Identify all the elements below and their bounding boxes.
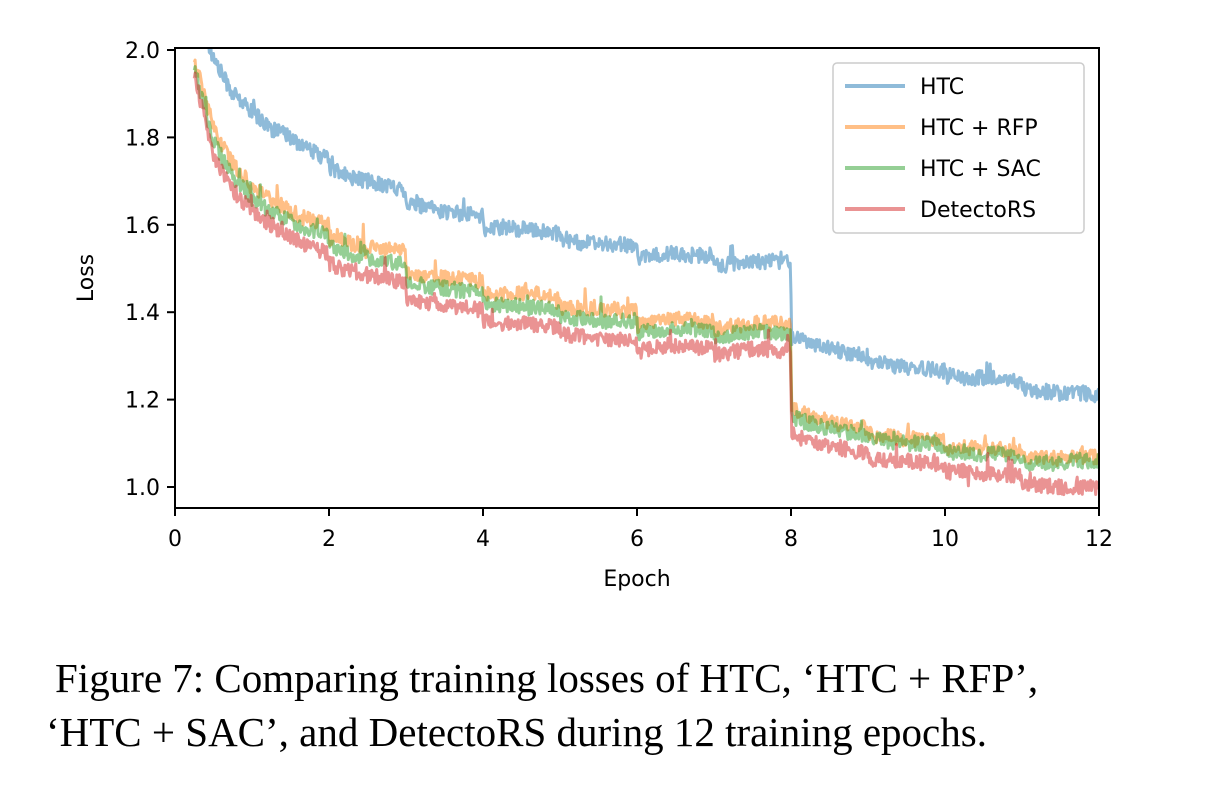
x-tick-label: 12 — [1085, 527, 1113, 552]
y-tick-label: 1.0 — [125, 476, 160, 501]
x-tick-label: 4 — [476, 527, 490, 552]
x-tick-label: 10 — [931, 527, 959, 552]
legend-label: HTC — [920, 75, 964, 100]
legend-box — [832, 62, 1085, 234]
x-axis-title: Epoch — [603, 567, 670, 592]
y-tick-label: 1.4 — [125, 301, 160, 326]
legend-label: DetectoRS — [920, 198, 1036, 223]
legend-label: HTC + SAC — [920, 157, 1041, 182]
y-tick-label: 1.6 — [125, 214, 160, 239]
series-line-3 — [192, 71, 1099, 497]
series-line-0 — [207, 48, 1099, 404]
series-lines — [192, 48, 1099, 497]
series-line-2 — [192, 65, 1099, 472]
x-tick-label: 6 — [630, 527, 644, 552]
caption-line-1: Figure 7: Comparing training losses of H… — [55, 655, 1039, 701]
axis-ticks: 0 2 4 6 8 10 12 1.0 1.2 1.4 1.6 1.8 2.0 — [125, 39, 1113, 552]
y-tick-label: 1.8 — [125, 126, 160, 151]
loss-chart: 0 2 4 6 8 10 12 1.0 1.2 1.4 1.6 1.8 2.0 Epoch Loss H… — [74, 39, 1113, 592]
y-tick-label: 2.0 — [125, 39, 160, 64]
legend: HTC HTC + RFP HTC + SAC DetectoRS — [832, 62, 1085, 234]
legend-label: HTC + RFP — [920, 116, 1038, 141]
x-tick-label: 8 — [784, 527, 798, 552]
y-axis-title: Loss — [74, 254, 99, 302]
y-tick-label: 1.2 — [125, 389, 160, 414]
caption-line-2: ‘HTC + SAC’, and DetectoRS during 12 tra… — [46, 709, 987, 755]
x-tick-label: 0 — [168, 527, 182, 552]
x-tick-label: 2 — [322, 527, 336, 552]
